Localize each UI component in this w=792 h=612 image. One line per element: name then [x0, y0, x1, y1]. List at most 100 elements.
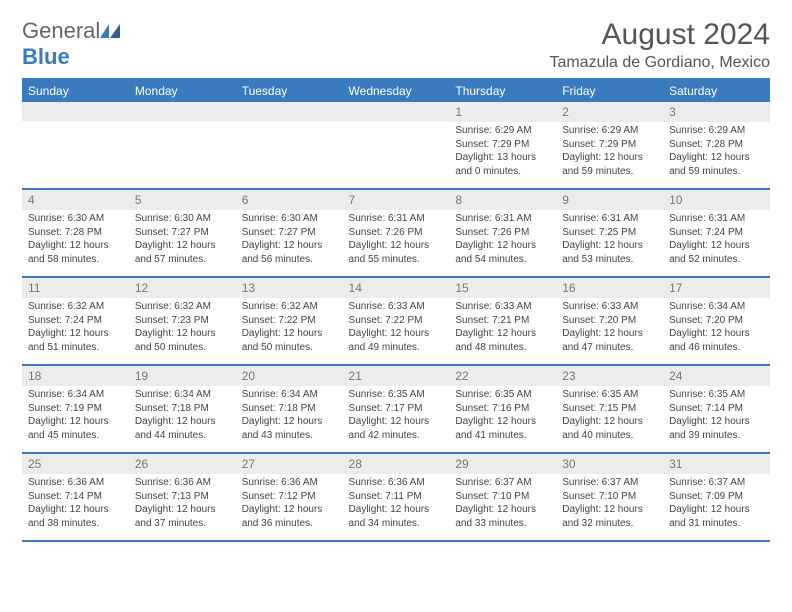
day-cell: 29Sunrise: 6:37 AMSunset: 7:10 PMDayligh… [449, 453, 556, 541]
day-number: 22 [449, 366, 556, 386]
day-cell: 26Sunrise: 6:36 AMSunset: 7:13 PMDayligh… [129, 453, 236, 541]
page: GeneralBlue August 2024 Tamazula de Gord… [0, 0, 792, 560]
day-cell: 20Sunrise: 6:34 AMSunset: 7:18 PMDayligh… [236, 365, 343, 453]
day-cell: 3Sunrise: 6:29 AMSunset: 7:28 PMDaylight… [663, 102, 770, 189]
day-number: 11 [22, 278, 129, 298]
daylight-line: Daylight: 12 hours and 45 minutes. [28, 415, 123, 442]
day-cell: 22Sunrise: 6:35 AMSunset: 7:16 PMDayligh… [449, 365, 556, 453]
sunset-line: Sunset: 7:16 PM [455, 402, 550, 416]
calendar-row: 1Sunrise: 6:29 AMSunset: 7:29 PMDaylight… [22, 102, 770, 189]
day-body: Sunrise: 6:29 AMSunset: 7:29 PMDaylight:… [556, 122, 663, 182]
calendar-row: 11Sunrise: 6:32 AMSunset: 7:24 PMDayligh… [22, 277, 770, 365]
sunset-line: Sunset: 7:14 PM [28, 490, 123, 504]
day-body: Sunrise: 6:29 AMSunset: 7:29 PMDaylight:… [449, 122, 556, 182]
daylight-line: Daylight: 12 hours and 39 minutes. [669, 415, 764, 442]
sunset-line: Sunset: 7:11 PM [349, 490, 444, 504]
day-number: 5 [129, 190, 236, 210]
day-number: 21 [343, 366, 450, 386]
empty-cell [22, 102, 129, 189]
day-cell: 5Sunrise: 6:30 AMSunset: 7:27 PMDaylight… [129, 189, 236, 277]
weekday-header: Wednesday [343, 79, 450, 102]
day-cell: 19Sunrise: 6:34 AMSunset: 7:18 PMDayligh… [129, 365, 236, 453]
title-block: August 2024 Tamazula de Gordiano, Mexico [549, 18, 770, 72]
day-number: 28 [343, 454, 450, 474]
empty-daynum [129, 102, 236, 121]
daylight-line: Daylight: 12 hours and 36 minutes. [242, 503, 337, 530]
day-number: 24 [663, 366, 770, 386]
logo-word-general: General [22, 18, 100, 43]
sunrise-line: Sunrise: 6:34 AM [669, 300, 764, 314]
header: GeneralBlue August 2024 Tamazula de Gord… [22, 18, 770, 72]
sunrise-line: Sunrise: 6:37 AM [455, 476, 550, 490]
day-cell: 14Sunrise: 6:33 AMSunset: 7:22 PMDayligh… [343, 277, 450, 365]
sunset-line: Sunset: 7:28 PM [28, 226, 123, 240]
sunset-line: Sunset: 7:20 PM [562, 314, 657, 328]
sunrise-line: Sunrise: 6:33 AM [349, 300, 444, 314]
day-body: Sunrise: 6:34 AMSunset: 7:18 PMDaylight:… [236, 386, 343, 446]
daylight-line: Daylight: 12 hours and 34 minutes. [349, 503, 444, 530]
empty-daynum [236, 102, 343, 121]
day-cell: 28Sunrise: 6:36 AMSunset: 7:11 PMDayligh… [343, 453, 450, 541]
empty-cell [343, 102, 450, 189]
daylight-line: Daylight: 12 hours and 38 minutes. [28, 503, 123, 530]
day-body: Sunrise: 6:35 AMSunset: 7:16 PMDaylight:… [449, 386, 556, 446]
daylight-line: Daylight: 12 hours and 41 minutes. [455, 415, 550, 442]
day-number: 29 [449, 454, 556, 474]
sunset-line: Sunset: 7:12 PM [242, 490, 337, 504]
sunrise-line: Sunrise: 6:32 AM [242, 300, 337, 314]
daylight-line: Daylight: 12 hours and 37 minutes. [135, 503, 230, 530]
day-number: 30 [556, 454, 663, 474]
day-cell: 18Sunrise: 6:34 AMSunset: 7:19 PMDayligh… [22, 365, 129, 453]
sunset-line: Sunset: 7:24 PM [28, 314, 123, 328]
location: Tamazula de Gordiano, Mexico [549, 54, 770, 72]
daylight-line: Daylight: 12 hours and 50 minutes. [242, 327, 337, 354]
weekday-header: Thursday [449, 79, 556, 102]
sunrise-line: Sunrise: 6:33 AM [455, 300, 550, 314]
empty-daynum [343, 102, 450, 121]
sunrise-line: Sunrise: 6:31 AM [669, 212, 764, 226]
day-cell: 9Sunrise: 6:31 AMSunset: 7:25 PMDaylight… [556, 189, 663, 277]
sunrise-line: Sunrise: 6:36 AM [28, 476, 123, 490]
sunrise-line: Sunrise: 6:29 AM [455, 124, 550, 138]
day-body: Sunrise: 6:34 AMSunset: 7:18 PMDaylight:… [129, 386, 236, 446]
sunset-line: Sunset: 7:13 PM [135, 490, 230, 504]
weekday-header: Saturday [663, 79, 770, 102]
day-cell: 8Sunrise: 6:31 AMSunset: 7:26 PMDaylight… [449, 189, 556, 277]
sunset-line: Sunset: 7:17 PM [349, 402, 444, 416]
day-cell: 4Sunrise: 6:30 AMSunset: 7:28 PMDaylight… [22, 189, 129, 277]
sunrise-line: Sunrise: 6:30 AM [242, 212, 337, 226]
day-body: Sunrise: 6:36 AMSunset: 7:12 PMDaylight:… [236, 474, 343, 534]
daylight-line: Daylight: 12 hours and 33 minutes. [455, 503, 550, 530]
sunrise-line: Sunrise: 6:31 AM [455, 212, 550, 226]
sunset-line: Sunset: 7:26 PM [349, 226, 444, 240]
day-number: 6 [236, 190, 343, 210]
daylight-line: Daylight: 12 hours and 57 minutes. [135, 239, 230, 266]
sunrise-line: Sunrise: 6:35 AM [562, 388, 657, 402]
day-body: Sunrise: 6:37 AMSunset: 7:10 PMDaylight:… [449, 474, 556, 534]
month-title: August 2024 [549, 18, 770, 52]
sunset-line: Sunset: 7:18 PM [242, 402, 337, 416]
day-number: 27 [236, 454, 343, 474]
day-cell: 10Sunrise: 6:31 AMSunset: 7:24 PMDayligh… [663, 189, 770, 277]
day-number: 10 [663, 190, 770, 210]
sunrise-line: Sunrise: 6:34 AM [135, 388, 230, 402]
daylight-line: Daylight: 12 hours and 52 minutes. [669, 239, 764, 266]
day-number: 19 [129, 366, 236, 386]
empty-daynum [22, 102, 129, 121]
logo-word-blue: Blue [22, 44, 70, 69]
daylight-line: Daylight: 12 hours and 54 minutes. [455, 239, 550, 266]
daylight-line: Daylight: 12 hours and 40 minutes. [562, 415, 657, 442]
day-number: 26 [129, 454, 236, 474]
sail-icon [100, 24, 120, 38]
daylight-line: Daylight: 13 hours and 0 minutes. [455, 151, 550, 178]
daylight-line: Daylight: 12 hours and 44 minutes. [135, 415, 230, 442]
day-body: Sunrise: 6:36 AMSunset: 7:14 PMDaylight:… [22, 474, 129, 534]
sunset-line: Sunset: 7:18 PM [135, 402, 230, 416]
day-number: 9 [556, 190, 663, 210]
day-body: Sunrise: 6:37 AMSunset: 7:10 PMDaylight:… [556, 474, 663, 534]
sunset-line: Sunset: 7:10 PM [562, 490, 657, 504]
day-number: 13 [236, 278, 343, 298]
sunrise-line: Sunrise: 6:37 AM [669, 476, 764, 490]
day-body: Sunrise: 6:32 AMSunset: 7:24 PMDaylight:… [22, 298, 129, 358]
daylight-line: Daylight: 12 hours and 59 minutes. [562, 151, 657, 178]
